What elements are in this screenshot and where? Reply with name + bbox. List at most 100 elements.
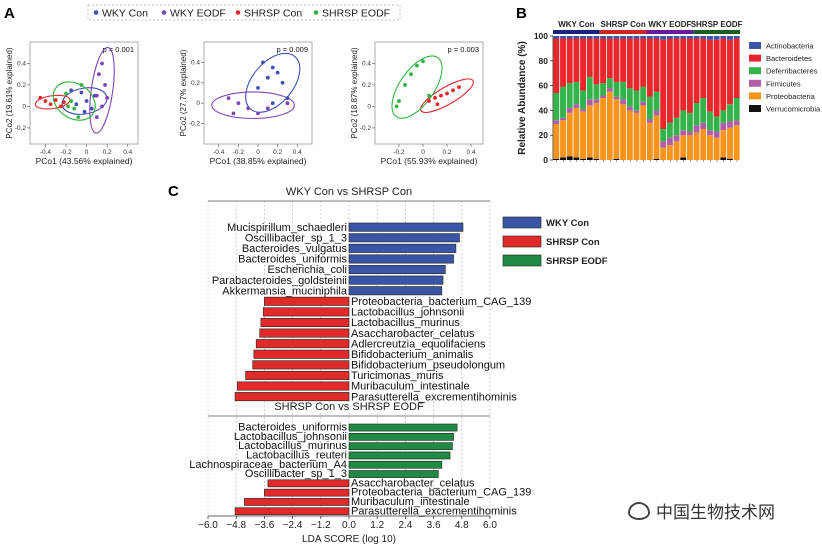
lda-bar-0-5 bbox=[348, 275, 444, 285]
lda-bar-label-0-15: Muribaculum_intestinale bbox=[351, 381, 470, 393]
lda-section-title-1: SHRSP Con vs SHRSP EODF bbox=[274, 401, 424, 413]
stack-firmicutes-15 bbox=[653, 110, 660, 116]
y-tick-label-2: 0.2 bbox=[17, 82, 26, 89]
lda-bar-label-0-4: Escherichia_coli bbox=[268, 264, 347, 276]
stack-firmicutes-11 bbox=[626, 106, 633, 111]
lda-bar-0-6 bbox=[348, 286, 443, 296]
point-g1-3 bbox=[256, 111, 260, 116]
y-axis-label: PCo2 (19.61% explained) bbox=[5, 47, 14, 139]
stack-proteobacteria-8 bbox=[606, 91, 613, 160]
lda-bar-label-1-4: Lachnospiraceae_bacterium_A4 bbox=[189, 459, 347, 471]
stack-deferribacteres-2 bbox=[566, 83, 573, 108]
stack-deferribacteres-25 bbox=[720, 110, 727, 123]
stack-proteobacteria-4 bbox=[580, 111, 586, 159]
point-g0-3 bbox=[74, 102, 79, 107]
point-g2-2 bbox=[48, 102, 53, 107]
ellipse-0 bbox=[245, 52, 301, 113]
stack-firmicutes-7 bbox=[600, 95, 607, 98]
lda-bar-label-0-2: Bacteroides_vulgatus bbox=[242, 243, 348, 255]
stack-proteobacteria-3 bbox=[573, 107, 580, 158]
b-legend-swatch-4 bbox=[749, 92, 761, 100]
y-tick-label-2: 0.2 bbox=[362, 82, 371, 89]
b-legend-label-0: Actinobacteria bbox=[766, 42, 814, 51]
stack-firmicutes-21 bbox=[693, 125, 700, 133]
stack-bacteroidetes-6 bbox=[593, 38, 600, 85]
stack-verrucomicrobia-9 bbox=[613, 158, 620, 160]
stack-verrucomicrobia-0 bbox=[553, 158, 560, 160]
legend-marker-3 bbox=[313, 10, 319, 15]
stack-bacteroidetes-0 bbox=[553, 38, 560, 94]
lda-bar-1-9 bbox=[234, 507, 350, 516]
ellipse-3 bbox=[52, 81, 96, 121]
stack-bacteroidetes-18 bbox=[673, 38, 680, 118]
point-g1-6 bbox=[285, 101, 290, 106]
point-g0-0 bbox=[69, 88, 74, 93]
stack-actinobacteria-11 bbox=[626, 36, 633, 39]
lda-x-tick-label-2: −3.6 bbox=[255, 520, 275, 531]
stack-proteobacteria-15 bbox=[653, 115, 660, 159]
stack-actinobacteria-3 bbox=[573, 36, 580, 39]
stack-actinobacteria-8 bbox=[606, 36, 613, 39]
stack-bacteroidetes-3 bbox=[573, 38, 580, 82]
group-bar-3 bbox=[693, 30, 740, 34]
x-tick-label-0: -0.2 bbox=[393, 149, 405, 156]
point-g0-0 bbox=[427, 99, 431, 103]
point-g3-2 bbox=[72, 106, 77, 111]
stack-verrucomicrobia-25 bbox=[720, 157, 727, 160]
stack-proteobacteria-17 bbox=[666, 145, 673, 160]
point-g1-5 bbox=[231, 111, 236, 116]
point-g1-1 bbox=[97, 72, 101, 77]
stack-deferribacteres-7 bbox=[600, 83, 607, 96]
lda-bar-label-0-1: Oscillibacter_sp_1_3 bbox=[245, 232, 347, 244]
b-legend-swatch-2 bbox=[749, 67, 761, 75]
lda-bar-0-10 bbox=[259, 328, 350, 338]
lda-legend-swatch-1 bbox=[502, 235, 542, 248]
stack-deferribacteres-19 bbox=[680, 110, 687, 131]
y-tick-label-3: 0.4 bbox=[362, 60, 371, 67]
pcoa-legend: WKY Con WKY EODF SHRSP Con SHRSP EODF bbox=[87, 4, 401, 21]
lda-bar-label-0-10: Asaccharobacter_celatus bbox=[351, 328, 475, 340]
stack-proteobacteria-13 bbox=[640, 105, 647, 160]
plot-frame bbox=[374, 41, 484, 145]
point-g0-3 bbox=[265, 75, 270, 80]
point-g1-2 bbox=[246, 106, 251, 111]
stack-deferribacteres-27 bbox=[733, 98, 740, 121]
lda-bar-label-0-7: Proteobacteria_bacterium_CAG_139 bbox=[351, 296, 531, 308]
legend-marker-1 bbox=[161, 10, 167, 15]
stack-actinobacteria-19 bbox=[680, 36, 687, 39]
lda-x-axis-label: LDA SCORE (log 10) bbox=[302, 534, 396, 545]
lda-bar-0-7 bbox=[264, 296, 350, 306]
lda-x-tick-label-8: 3.6 bbox=[427, 520, 441, 531]
b-y-axis-label: Relative Abundance (%) bbox=[517, 41, 528, 155]
lda-bar-1-2 bbox=[348, 442, 453, 451]
pcoa-plot-3: -0.2 0 0.2 0.4 -0.2 0 0.2 0.4 p = 0.003 PCo1 (55.… bbox=[350, 41, 484, 166]
stack-bacteroidetes-5 bbox=[586, 38, 593, 77]
stack-deferribacteres-20 bbox=[686, 112, 693, 132]
stack-proteobacteria-14 bbox=[646, 122, 653, 160]
b-y-tick-label-5: 100 bbox=[534, 31, 548, 41]
b-y-tick-label-1: 20 bbox=[539, 130, 549, 140]
lda-bar-label-1-1: Lactobacillus_johnsonii bbox=[234, 431, 347, 443]
stack-bacteroidetes-1 bbox=[560, 38, 566, 87]
stack-deferribacteres-3 bbox=[573, 81, 580, 105]
point-g2-0 bbox=[38, 95, 43, 100]
b-legend-label-1: Bacteroidetes bbox=[766, 54, 812, 63]
plot-frame bbox=[203, 41, 313, 145]
point-g0-4 bbox=[280, 80, 285, 85]
lda-bar-label-1-7: Proteobacteria_bacterium_CAG_139 bbox=[351, 487, 531, 499]
b-y-tick-label-2: 40 bbox=[539, 105, 549, 115]
stack-actinobacteria-5 bbox=[586, 36, 593, 39]
stack-proteobacteria-26 bbox=[727, 127, 733, 159]
stack-deferribacteres-17 bbox=[666, 122, 673, 138]
stack-firmicutes-6 bbox=[593, 99, 600, 103]
lda-bar-1-5 bbox=[348, 470, 439, 478]
point-g0-6 bbox=[457, 85, 461, 89]
x-axis-label: PCo1 (55.93% explained) bbox=[381, 156, 478, 166]
stack-bacteroidetes-15 bbox=[653, 38, 660, 92]
point-g1-5 bbox=[394, 104, 399, 109]
lda-x-tick-label-6: 1.2 bbox=[370, 520, 384, 531]
x-tick-label-3: 0.2 bbox=[273, 149, 282, 156]
x-tick-label-2: 0.2 bbox=[442, 149, 451, 156]
point-g1-2 bbox=[103, 83, 107, 87]
y-axis-label: PCo2 (18.87% explained) bbox=[350, 47, 359, 139]
